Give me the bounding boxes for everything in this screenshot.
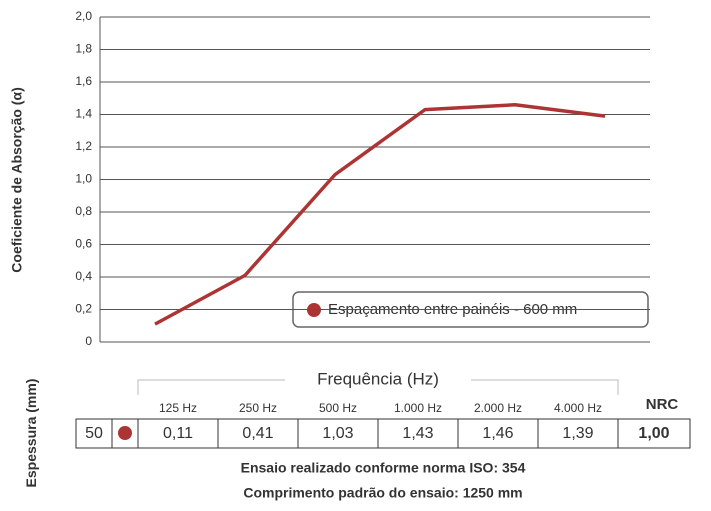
y-tick-label: 0 <box>85 334 92 348</box>
side-label: Espessura (mm) <box>23 379 39 488</box>
frequency-label: 2.000 Hz <box>474 401 522 415</box>
nrc-value: 1,00 <box>638 425 669 442</box>
y-tick-label: 2,0 <box>75 9 92 23</box>
note: Comprimento padrão do ensaio: 1250 mm <box>243 485 522 501</box>
thickness-cell: 50 <box>85 425 103 442</box>
y-tick-label: 1,4 <box>75 107 92 121</box>
y-tick-label: 1,6 <box>75 74 92 88</box>
y-tick-label: 0,6 <box>75 237 92 251</box>
y-tick-label: 1,2 <box>75 139 92 153</box>
y-axis-label: Coeficiente de Absorção (α) <box>9 87 25 272</box>
nrc-label: NRC <box>646 396 679 413</box>
frequency-label: 4.000 Hz <box>554 401 602 415</box>
value-cell: 0,11 <box>163 425 193 442</box>
y-tick-label: 1,8 <box>75 42 92 56</box>
y-tick-label: 0,2 <box>75 302 92 316</box>
value-cell: 0,41 <box>242 425 273 442</box>
note: Ensaio realizado conforme norma ISO: 354 <box>241 460 526 476</box>
table-row <box>75 418 691 449</box>
y-tick-label: 0,8 <box>75 204 92 218</box>
frequency-label: 1.000 Hz <box>394 401 442 415</box>
frequency-label: 125 Hz <box>159 401 197 415</box>
table-header: Frequência (Hz) <box>317 369 439 388</box>
value-cell: 1,39 <box>562 425 593 442</box>
frequency-label: 500 Hz <box>319 401 357 415</box>
value-cell: 1,46 <box>482 425 513 442</box>
header-bracket <box>137 379 619 395</box>
value-cell: 1,03 <box>322 425 353 442</box>
y-tick-label: 0,4 <box>75 269 92 283</box>
frequency-label: 250 Hz <box>239 401 277 415</box>
row-marker <box>118 426 132 440</box>
value-cell: 1,43 <box>402 425 433 442</box>
y-tick-label: 1,0 <box>75 172 92 186</box>
data-line <box>154 103 606 326</box>
